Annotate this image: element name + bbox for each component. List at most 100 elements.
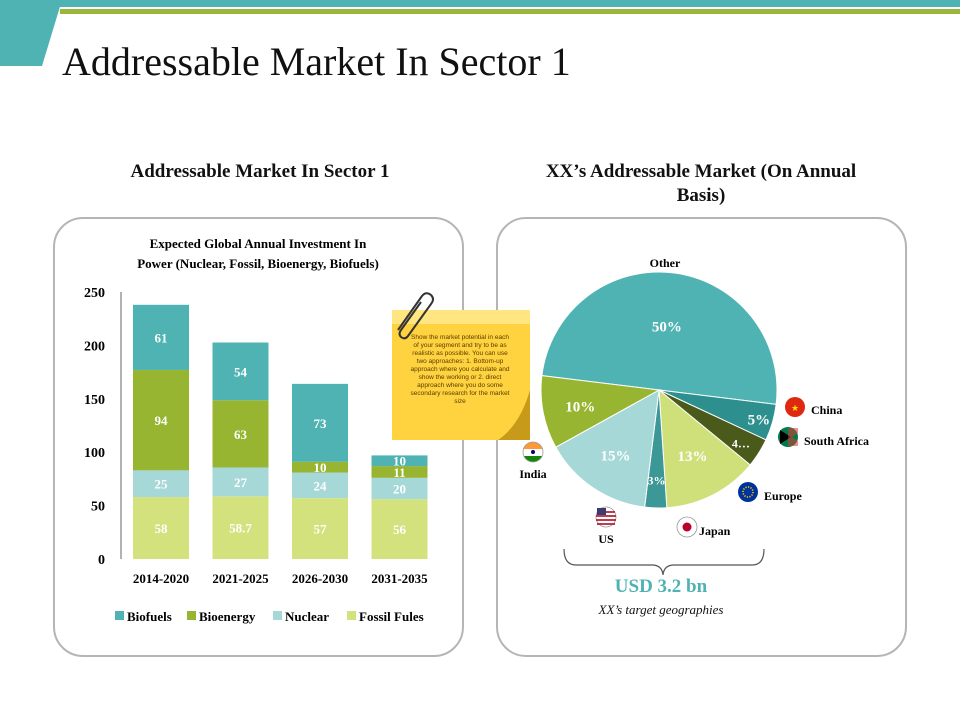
pie-slice <box>540 375 661 448</box>
pie-country-label-europe: Europe <box>764 489 802 503</box>
bar-data-label: 25 <box>155 477 169 492</box>
bar-segment <box>212 342 269 401</box>
pie-data-label: 15% <box>600 449 630 465</box>
sticky-note <box>392 292 530 440</box>
bar-chart-title-line-2: Power (Nuclear, Fossil, Bioenergy, Biofu… <box>137 256 379 271</box>
pie-slice <box>541 271 778 405</box>
total-market-caption: XX’s target geographies <box>598 602 724 617</box>
pie-data-label: 5% <box>748 413 771 429</box>
sticky-note-curl <box>498 390 530 440</box>
legend-label: Nuclear <box>285 609 329 624</box>
slide-title: Addressable Market In Sector 1 <box>62 39 571 84</box>
x-tick-group: 2014-2020 2021-2025 2026-2030 2031-2035 <box>133 571 428 586</box>
legend-label: Biofuels <box>127 609 172 624</box>
bar-data-label: 24 <box>314 478 328 493</box>
bar-segment <box>133 304 189 370</box>
bar-data-label: 57 <box>314 522 328 537</box>
bar-segment <box>133 470 189 498</box>
bar-segment <box>212 467 269 497</box>
target-geographies-brace <box>563 548 765 576</box>
bar-segment <box>292 498 348 559</box>
pie-country-label-other: Other <box>650 256 681 270</box>
south-africa-flag-icon <box>778 427 798 447</box>
pie-data-label: 3% <box>648 473 666 487</box>
y-tick-label: 50 <box>91 500 105 515</box>
top-accent-stripe <box>60 9 960 14</box>
right-heading-line-1: XX’s Addressable Market (On Annual <box>545 161 857 182</box>
y-tick-label: 250 <box>84 286 105 301</box>
bar-data-label: 10 <box>393 454 406 469</box>
pie-data-label: 50% <box>652 320 682 336</box>
pie-slice-group <box>540 271 778 509</box>
paperclip-icon <box>397 292 434 340</box>
bar-segment <box>371 466 428 478</box>
bar-segment <box>371 455 428 467</box>
pie-chart: 50% 5% 4… 13% 3% 15% 10% ★ Other China South A… <box>519 256 869 576</box>
legend-label: Bioenergy <box>199 609 256 624</box>
pie-data-label: 4… <box>732 437 750 451</box>
bar-segment <box>292 383 348 462</box>
pie-slice <box>555 389 660 508</box>
right-section-heading: XX’s Addressable Market (On Annual Basis… <box>500 160 902 208</box>
pie-label-group: 50% 5% 4… 13% 3% 15% 10% <box>565 320 770 488</box>
china-flag-icon: ★ <box>785 397 805 417</box>
bar-data-label: 61 <box>155 330 168 345</box>
bar-segment <box>212 496 269 559</box>
y-tick-label: 150 <box>84 393 105 408</box>
total-market-value: USD 3.2 bn <box>614 576 708 597</box>
sticky-note-paper <box>392 310 530 440</box>
bar-data-label: 56 <box>393 522 407 537</box>
corner-accent-shape <box>0 0 62 66</box>
bar-segment <box>133 369 189 471</box>
legend-swatch <box>347 611 356 620</box>
sticky-note-text: Show the market potential in each of you… <box>410 334 510 405</box>
y-tick-group: 0 50 100 150 200 250 <box>84 286 105 568</box>
bar-data-label: 10 <box>314 460 327 475</box>
bar-data-label: 58 <box>155 521 169 536</box>
legend-swatch <box>187 611 196 620</box>
europe-flag-icon <box>738 482 758 502</box>
bar-segment <box>292 461 348 473</box>
left-section-heading: Addressable Market In Sector 1 <box>130 161 390 182</box>
pie-country-label-south-africa: South Africa <box>804 434 869 448</box>
right-heading-line-2: Basis) <box>676 185 726 206</box>
legend-swatch <box>115 611 124 620</box>
india-flag-icon <box>522 441 544 463</box>
bar-data-label: 11 <box>393 465 405 480</box>
japan-flag-icon <box>676 516 698 538</box>
legend-label: Fossil Fules <box>359 609 424 624</box>
bar-segment <box>212 400 269 468</box>
us-flag-icon <box>595 506 617 528</box>
pie-country-label-japan: Japan <box>699 524 731 538</box>
top-accent-bar <box>0 0 960 7</box>
pie-country-label-india: India <box>519 467 546 481</box>
sticky-note-top-strip <box>392 310 530 324</box>
bar-segment <box>133 497 189 559</box>
bar-legend: Biofuels Bioenergy Nuclear Fossil Fules <box>115 609 424 624</box>
bar-segment <box>292 472 348 499</box>
bar-data-label: 73 <box>314 416 328 431</box>
pie-country-label-us: US <box>598 532 614 546</box>
stacked-bar-chart: Expected Global Annual Investment In Pow… <box>84 236 428 624</box>
bar-segment <box>371 477 428 500</box>
bar-data-label: 63 <box>234 427 248 442</box>
bar-data-label: 20 <box>393 482 406 497</box>
x-tick-label: 2026-2030 <box>292 571 348 586</box>
pie-country-label-china: China <box>811 403 842 417</box>
pie-data-label: 10% <box>565 399 595 415</box>
y-tick-label: 200 <box>84 339 105 354</box>
legend-swatch <box>273 611 282 620</box>
y-tick-label: 0 <box>98 553 105 568</box>
pie-data-label: 13% <box>677 449 707 465</box>
bar-chart-title-line-1: Expected Global Annual Investment In <box>150 236 367 251</box>
bar-segment <box>371 499 428 559</box>
bar-data-label: 94 <box>155 413 169 428</box>
bar-data-label: 54 <box>234 364 248 379</box>
pie-slice <box>658 388 751 509</box>
bar-data-label: 58.7 <box>229 521 252 536</box>
y-tick-label: 100 <box>84 446 105 461</box>
svg-text:★: ★ <box>791 403 799 413</box>
x-tick-label: 2021-2025 <box>212 571 269 586</box>
x-tick-label: 2014-2020 <box>133 571 189 586</box>
